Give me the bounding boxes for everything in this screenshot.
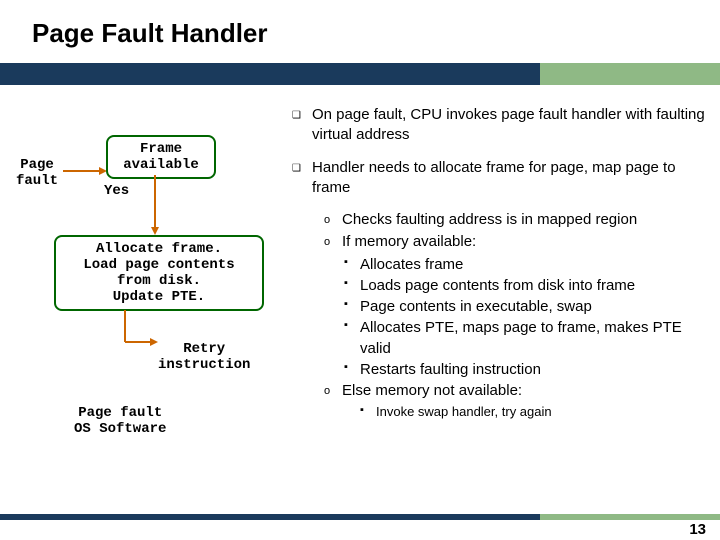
bullet-level2: o If memory available: [324, 232, 712, 252]
arrow-box2-to-retry [118, 310, 158, 350]
square-fill-icon: ▪ [344, 360, 360, 380]
circle-bullet-icon: o [324, 232, 342, 252]
pf-line1: Page [20, 157, 54, 173]
square-fill-icon: ▪ [360, 403, 376, 421]
bullet-level3: ▪ Allocates frame [344, 255, 712, 275]
box2-line3: from disk. [117, 273, 201, 289]
frame-available-box: Frame available [106, 135, 216, 179]
bullet-text: Allocates frame [360, 255, 463, 275]
circle-bullet-icon: o [324, 381, 342, 401]
content-area: Page fault Frame available Yes Allocate … [0, 85, 720, 505]
retry-label: Retry instruction [158, 341, 250, 373]
underline-dark [0, 63, 540, 85]
bullet-text: Checks faulting address is in mapped reg… [342, 210, 637, 230]
title-area: Page Fault Handler [0, 0, 720, 55]
underline-light [540, 63, 720, 85]
square-bullet-icon: ❑ [292, 105, 312, 146]
arrow-box1-to-box2 [148, 175, 162, 237]
bullet-text: Allocates PTE, maps page to frame, makes… [360, 318, 712, 359]
box2-line2: Load page contents [83, 257, 234, 273]
flowchart: Page fault Frame available Yes Allocate … [8, 105, 288, 505]
square-fill-icon: ▪ [344, 255, 360, 275]
retry-line1: Retry [183, 341, 225, 357]
caption-line1: Page fault [78, 405, 162, 421]
bullet-level2: o Else memory not available: [324, 381, 712, 401]
page-fault-label: Page fault [16, 157, 58, 189]
circle-bullet-icon: o [324, 210, 342, 230]
bullet-level2: o Checks faulting address is in mapped r… [324, 210, 712, 230]
retry-line2: instruction [158, 357, 250, 373]
bullet-level3: ▪ Loads page contents from disk into fra… [344, 276, 712, 296]
page-number: 13 [689, 521, 706, 538]
bullet-text: Invoke swap handler, try again [376, 403, 552, 421]
bullet-level1: ❑ On page fault, CPU invokes page fault … [292, 105, 712, 146]
square-fill-icon: ▪ [344, 318, 360, 359]
caption-line2: OS Software [74, 421, 166, 437]
footer-dark [0, 514, 540, 520]
bullet-text: Else memory not available: [342, 381, 522, 401]
bullet-level3: ▪ Page contents in executable, swap [344, 297, 712, 317]
bullet-text: Restarts faulting instruction [360, 360, 541, 380]
pf-line2: fault [16, 173, 58, 189]
bullet-text: If memory available: [342, 232, 476, 252]
box2-line1: Allocate frame. [96, 241, 222, 257]
bullet-level4: ▪ Invoke swap handler, try again [360, 403, 712, 421]
footer-bar [0, 514, 720, 520]
bullet-level3: ▪ Restarts faulting instruction [344, 360, 712, 380]
arrow-into-box1 [63, 165, 107, 177]
yes-label: Yes [104, 183, 129, 199]
footer-light [540, 514, 720, 520]
title-underline [0, 63, 720, 85]
allocate-frame-box: Allocate frame. Load page contents from … [54, 235, 264, 311]
bullet-list: ❑ On page fault, CPU invokes page fault … [288, 105, 712, 505]
bullet-level3: ▪ Allocates PTE, maps page to frame, mak… [344, 318, 712, 359]
bullet-text: Page contents in executable, swap [360, 297, 592, 317]
square-fill-icon: ▪ [344, 276, 360, 296]
bullet-level1: ❑ Handler needs to allocate frame for pa… [292, 158, 712, 199]
bullet-text: Handler needs to allocate frame for page… [312, 158, 712, 199]
bullet-text: Loads page contents from disk into frame [360, 276, 635, 296]
box2-line4: Update PTE. [113, 289, 205, 305]
caption-label: Page fault OS Software [74, 405, 166, 437]
square-bullet-icon: ❑ [292, 158, 312, 199]
box1-line2: available [123, 157, 199, 173]
bullet-text: On page fault, CPU invokes page fault ha… [312, 105, 712, 146]
box1-line1: Frame [140, 141, 182, 157]
square-fill-icon: ▪ [344, 297, 360, 317]
page-title: Page Fault Handler [32, 18, 720, 49]
